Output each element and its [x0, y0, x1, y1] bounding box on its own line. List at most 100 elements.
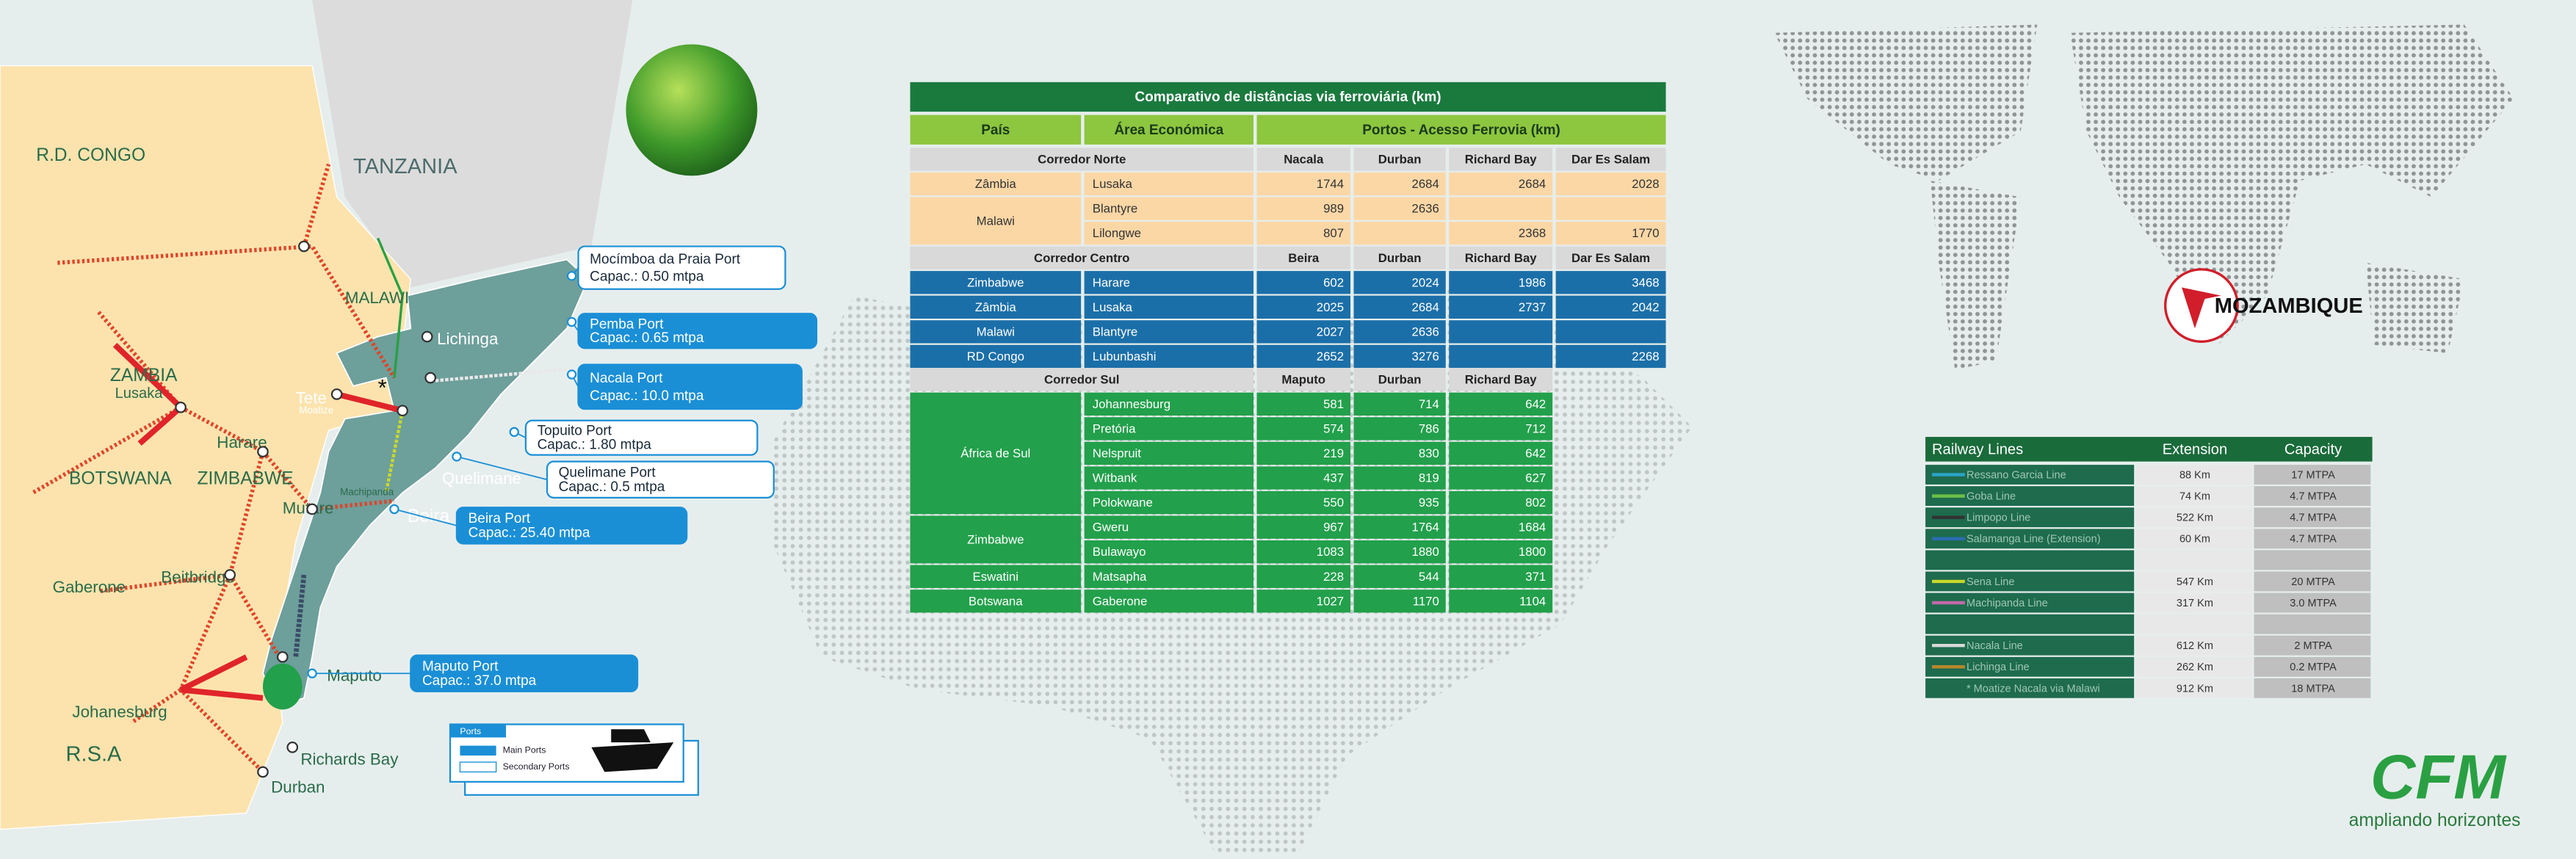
legend-secondary: Secondary Ports — [503, 761, 570, 772]
port-name: Beira Port — [468, 511, 531, 526]
rail-cell — [2135, 507, 2253, 528]
rail-spacer — [2254, 550, 2371, 570]
value-cell — [1449, 540, 1553, 564]
distance-value: 1104 — [1519, 594, 1546, 608]
area-name: Lusaka — [1093, 300, 1133, 314]
country-cell — [910, 392, 1082, 515]
rail-cell — [2135, 635, 2253, 656]
distance-value: 2027 — [1317, 325, 1344, 338]
port-box — [577, 245, 786, 290]
port-col-header — [1555, 246, 1666, 269]
port-name: Maputo Port — [422, 659, 499, 674]
distance-value: 712 — [1525, 421, 1546, 435]
rail-cell — [2135, 592, 2253, 613]
rail-cell — [2254, 571, 2371, 592]
country-name: Zâmbia — [975, 177, 1017, 191]
distance-value: 967 — [1323, 521, 1344, 534]
distance-value: 786 — [1419, 421, 1439, 435]
distance-value: 2368 — [1519, 226, 1546, 240]
country-name: RD Congo — [967, 349, 1024, 363]
value-cell — [1256, 466, 1351, 490]
rail-extension: 547 Km — [2177, 576, 2213, 588]
value-cell — [1256, 441, 1351, 465]
distance-value: 2636 — [1412, 202, 1439, 216]
map-label: MALAWI — [345, 289, 409, 307]
area-name: Bulawayo — [1093, 545, 1146, 559]
distance-value: 574 — [1323, 421, 1344, 435]
port-col-header — [1353, 368, 1446, 391]
country-cell — [910, 172, 1082, 196]
area-cell — [1084, 271, 1254, 294]
rail-header-bar — [1925, 437, 2373, 462]
value-cell — [1256, 417, 1351, 441]
value-cell — [1353, 565, 1446, 588]
area-name: Lusaka — [1093, 177, 1133, 191]
area-name: Nelspruit — [1093, 446, 1141, 460]
rail-extension: 74 Km — [2179, 491, 2210, 503]
port-col-header — [1353, 148, 1446, 171]
section-header — [910, 148, 1254, 171]
port-dot — [566, 316, 577, 327]
value-cell — [1555, 172, 1666, 196]
map-label: ZIMBABWE — [197, 469, 293, 489]
rail-name: Ressano Garcia Line — [1967, 469, 2066, 481]
value-cell — [1353, 271, 1446, 294]
rail-extension: 522 Km — [2177, 512, 2213, 524]
value-cell — [1256, 540, 1351, 564]
map-label: Moatize — [299, 405, 333, 416]
map-label: Durban — [271, 778, 325, 797]
value-cell — [1555, 197, 1666, 220]
country-cell — [910, 344, 1082, 369]
port-col-label: Durban — [1378, 251, 1422, 265]
section-name: Corredor Sul — [1044, 372, 1119, 386]
value-cell — [1555, 295, 1666, 319]
rail-spacer — [1925, 550, 2135, 570]
area-name: Matsapha — [1093, 570, 1147, 584]
area-name: Gaberone — [1093, 594, 1148, 608]
value-cell — [1353, 344, 1446, 369]
distance-value: 2684 — [1412, 177, 1439, 191]
distance-value: 2737 — [1519, 300, 1546, 314]
rail-cell — [2254, 656, 2371, 677]
logo: CFM ampliando horizontes — [2349, 742, 2521, 830]
value-cell — [1353, 197, 1446, 220]
area-cell — [1084, 490, 1254, 515]
distance-value: 2636 — [1412, 325, 1439, 338]
world-locator: MOZAMBIQUE — [2164, 268, 2363, 343]
rail-name: Sena Line — [1967, 576, 2014, 588]
port-box — [577, 363, 803, 410]
map-label: Johanesburg — [72, 703, 167, 721]
rail-extension: 912 Km — [2177, 683, 2213, 695]
distance-value: 2028 — [1632, 177, 1659, 191]
value-cell — [1353, 515, 1446, 539]
port-capacity: Capac.: 0.5 mtpa — [559, 479, 665, 495]
city-dot — [175, 401, 187, 413]
area-cell — [1084, 417, 1254, 441]
distance-value: 714 — [1419, 397, 1439, 411]
port-col-label: Maputo — [1281, 372, 1325, 386]
rail-cell — [2254, 678, 2371, 698]
port-col-header — [1256, 368, 1351, 391]
rail-spacer — [2135, 614, 2253, 634]
distance-value: 3276 — [1412, 349, 1439, 363]
distance-value: 1027 — [1317, 594, 1344, 608]
map-label: TANZANIA — [353, 155, 457, 178]
value-cell — [1449, 295, 1553, 319]
port-leader — [456, 456, 548, 481]
distance-value: 1764 — [1412, 521, 1439, 534]
value-cell — [1256, 295, 1351, 319]
rail-capacity: 20 MTPA — [2291, 576, 2335, 588]
rail-capacity: 17 MTPA — [2291, 469, 2335, 481]
distance-value: 219 — [1323, 446, 1344, 460]
rail-name: Goba Line — [1967, 491, 2016, 503]
distance-value: 642 — [1525, 397, 1546, 411]
distance-value: 1684 — [1519, 521, 1546, 534]
value-cell — [1449, 490, 1553, 515]
value-cell — [1449, 172, 1553, 196]
value-cell — [1449, 392, 1553, 416]
rail-name: Limpopo Line — [1967, 512, 2030, 524]
rail-cell — [2135, 678, 2253, 698]
port-col-header — [1353, 246, 1446, 269]
port-col-label: Nacala — [1284, 153, 1324, 167]
